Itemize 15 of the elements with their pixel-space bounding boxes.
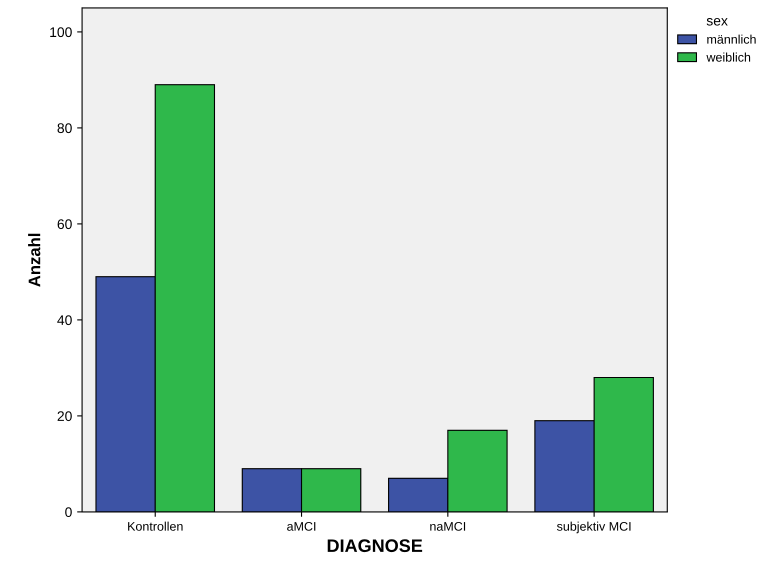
y-tick-label: 60 <box>58 219 72 230</box>
y-tick-label: 0 <box>65 507 72 518</box>
x-axis-title: DIAGNOSE <box>328 539 422 552</box>
legend-label: männlich <box>707 34 756 44</box>
y-tick-label: 100 <box>50 27 72 38</box>
x-tick-label: Kontrollen <box>128 522 183 531</box>
y-tick-label: 40 <box>57 315 72 326</box>
y-tick-label: 20 <box>58 411 72 422</box>
legend-label: weiblich <box>706 52 750 62</box>
y-axis-title: Anzahl <box>28 234 40 287</box>
x-tick-label: subjektiv MCI <box>556 522 630 534</box>
y-tick-label: 80 <box>58 123 72 134</box>
legend-title: sex <box>706 18 728 26</box>
x-tick-label: aMCI <box>287 522 316 531</box>
x-tick-label: naMCI <box>430 522 466 531</box>
